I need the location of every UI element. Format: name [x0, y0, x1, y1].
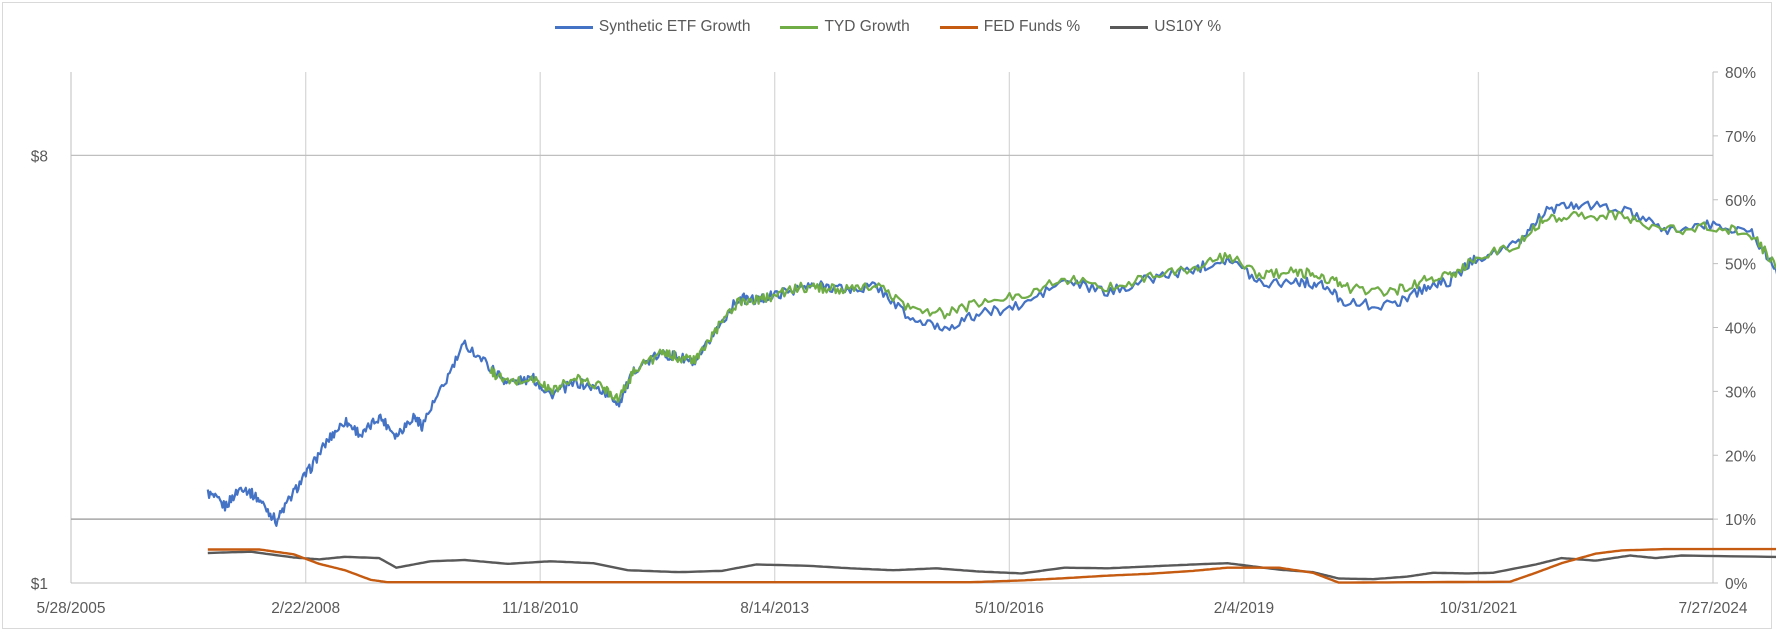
y-right-tick-label: 60%	[1725, 193, 1756, 210]
series-line-synthetic-etf-growth	[206, 200, 1776, 527]
chart-legend: Synthetic ETF Growth TYD Growth FED Fund…	[0, 18, 1776, 36]
series-line-fed-funds-	[207, 547, 1776, 584]
x-tick-label: 5/10/2016	[975, 600, 1044, 617]
y-right-tick-label: 50%	[1725, 257, 1756, 274]
legend-item-us10y[interactable]: US10Y %	[1110, 18, 1221, 36]
y-right-tick-label: 80%	[1725, 65, 1756, 82]
legend-item-tyd[interactable]: TYD Growth	[780, 18, 910, 36]
legend-swatch-fed-funds	[939, 25, 978, 29]
legend-item-fed-funds[interactable]: FED Funds %	[939, 18, 1081, 36]
legend-label-synthetic-etf: Synthetic ETF Growth	[598, 18, 751, 35]
y-left-tick-label: $1	[31, 576, 48, 593]
x-tick-label: 11/18/2010	[502, 600, 579, 617]
x-tick-label: 7/27/2024	[1679, 600, 1748, 617]
x-tick-label: 2/22/2008	[271, 600, 340, 617]
y-right-tick-label: 10%	[1725, 512, 1756, 529]
legend-label-fed-funds: FED Funds %	[983, 18, 1081, 35]
legend-swatch-us10y	[1110, 25, 1149, 29]
y-left-tick-label: $8	[31, 148, 48, 165]
x-tick-label: 10/31/2021	[1440, 600, 1518, 617]
x-tick-label: 8/14/2013	[740, 600, 809, 617]
series-line-tyd-growth	[489, 209, 1776, 403]
series-line-us10y-	[207, 550, 1776, 581]
y-right-tick-label: 0%	[1725, 576, 1748, 593]
x-tick-label: 2/4/2019	[1214, 600, 1274, 617]
x-tick-label: 5/28/2005	[37, 600, 106, 617]
y-right-tick-label: 30%	[1725, 384, 1756, 401]
legend-label-tyd: TYD Growth	[824, 18, 910, 35]
y-right-tick-label: 70%	[1725, 129, 1756, 146]
y-right-tick-label: 40%	[1725, 321, 1756, 338]
legend-label-us10y: US10Y %	[1154, 18, 1222, 35]
legend-item-synthetic-etf[interactable]: Synthetic ETF Growth	[554, 18, 751, 36]
y-right-tick-label: 20%	[1725, 448, 1756, 465]
legend-swatch-synthetic-etf	[554, 25, 593, 29]
legend-swatch-tyd	[780, 25, 819, 29]
